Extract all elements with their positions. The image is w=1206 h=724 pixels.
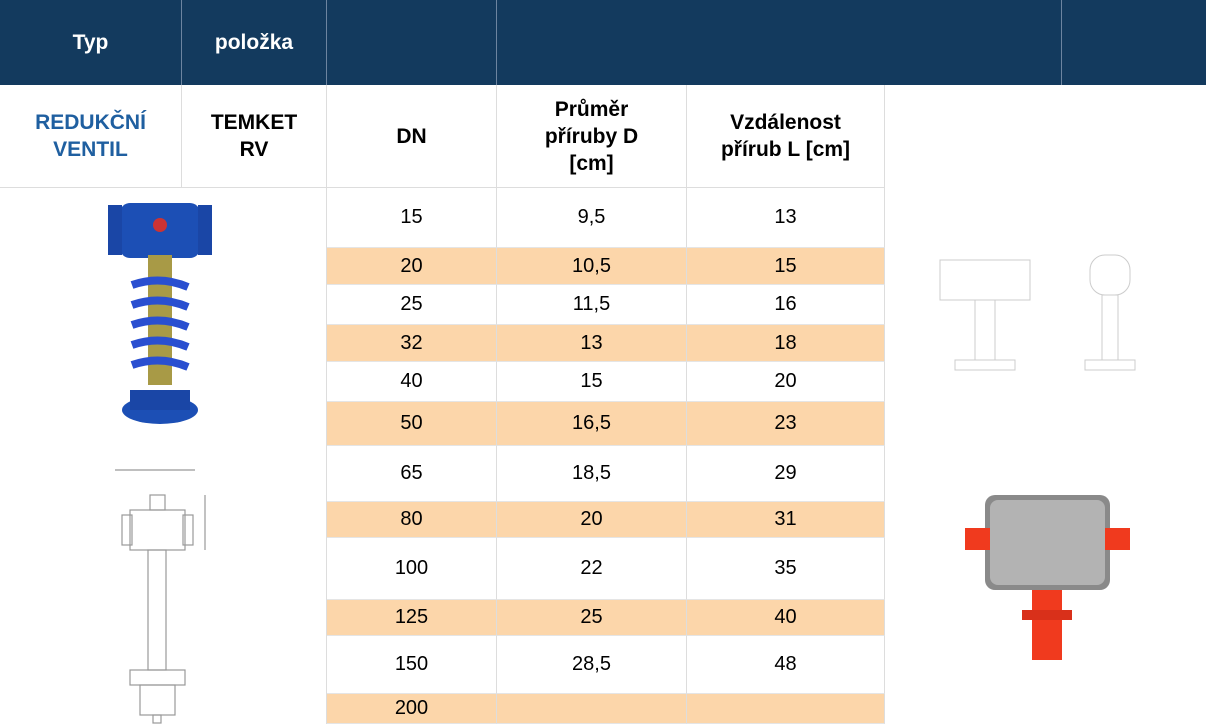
cell-text: 150 [395, 653, 428, 676]
cell-text: 29 [774, 462, 796, 485]
table-cell [687, 694, 885, 724]
table-cell: 65 [327, 446, 497, 502]
table-cell: 48 [687, 636, 885, 694]
cell-text: 25 [580, 606, 602, 629]
cell-text: 20 [774, 370, 796, 393]
header-cell [1062, 0, 1206, 85]
product-item: TEMKET RV [182, 85, 327, 188]
table-cell: 25 [327, 285, 497, 325]
header-cell [497, 0, 1062, 85]
table-cell: 13 [687, 188, 885, 248]
table-cell: 18,5 [497, 446, 687, 502]
table-cell: 150 [327, 636, 497, 694]
table-cell: 20 [497, 502, 687, 538]
table-cell: 25 [497, 600, 687, 636]
table-cell: 15 [687, 248, 885, 285]
table-cell: 10,5 [497, 248, 687, 285]
table-cell: 23 [687, 402, 885, 446]
cell-text: 65 [400, 462, 422, 485]
valve-photo [100, 195, 220, 445]
header-cell: položka [182, 0, 327, 85]
valve-drawing [100, 455, 220, 724]
table-cell: 35 [687, 538, 885, 600]
cell-text: 9,5 [578, 206, 606, 229]
cell-text: 13 [774, 206, 796, 229]
cell-text: 28,5 [572, 653, 611, 676]
table-cell: 13 [497, 325, 687, 362]
cell-text: 15 [774, 255, 796, 278]
table-cell: 15 [497, 362, 687, 402]
table-cell: 18 [687, 325, 885, 362]
product-item-text: TEMKET RV [202, 109, 306, 163]
table-cell: 125 [327, 600, 497, 636]
cell-text: 11,5 [573, 293, 610, 316]
table-cell: 40 [687, 600, 885, 636]
table-cell: 31 [687, 502, 885, 538]
cell-text: 100 [395, 557, 428, 580]
table-cell: 200 [327, 694, 497, 724]
header-cell: Typ [0, 0, 182, 85]
table-cell: 28,5 [497, 636, 687, 694]
cell-text: 48 [774, 653, 796, 676]
cell-text: 15 [580, 370, 602, 393]
cell-text: 22 [580, 557, 602, 580]
table-cell: 22 [497, 538, 687, 600]
table-cell: 20 [327, 248, 497, 285]
column-header: Vzdálenost přírub L [cm] [687, 85, 885, 188]
column-header: DN [327, 85, 497, 188]
cell-text: 18,5 [572, 462, 611, 485]
cell-text: 40 [774, 606, 796, 629]
header-cell [327, 0, 497, 85]
cell-text: 23 [774, 412, 796, 435]
table-cell: 16 [687, 285, 885, 325]
table-cell: 40 [327, 362, 497, 402]
cell-text: 13 [580, 332, 602, 355]
cell-text: 25 [400, 293, 422, 316]
table-cell: 29 [687, 446, 885, 502]
table-cell: 16,5 [497, 402, 687, 446]
column-header: Průměr příruby D [cm] [497, 85, 687, 188]
cell-text: 10,5 [572, 255, 611, 278]
table-cell: 20 [687, 362, 885, 402]
divider [326, 188, 327, 724]
cell-text: 50 [400, 412, 422, 435]
table-cell: 50 [327, 402, 497, 446]
valve-icon [960, 490, 1135, 670]
column-header-text: Průměr příruby D [cm] [527, 96, 656, 177]
cell-text: 20 [400, 255, 422, 278]
cell-text: 16,5 [572, 412, 611, 435]
table-cell: 11,5 [497, 285, 687, 325]
table-cell: 100 [327, 538, 497, 600]
cell-text: 18 [774, 332, 796, 355]
cell-text: 20 [580, 508, 602, 531]
column-header-text: DN [396, 123, 426, 150]
header-text: položka [215, 31, 293, 55]
cell-text: 31 [774, 508, 796, 531]
table-cell [497, 694, 687, 724]
product-type-text: REDUKČNÍ VENTIL [18, 109, 163, 163]
table-cell: 32 [327, 325, 497, 362]
table-cell: 80 [327, 502, 497, 538]
cell-text: 80 [400, 508, 422, 531]
cell-text: 16 [774, 293, 796, 316]
cell-text: 125 [395, 606, 428, 629]
cell-text: 40 [400, 370, 422, 393]
page: Typ položka REDUKČNÍ VENTIL TEMKET RV DN… [0, 0, 1206, 724]
column-header-text: Vzdálenost přírub L [cm] [701, 109, 870, 163]
product-type: REDUKČNÍ VENTIL [0, 85, 182, 188]
header-text: Typ [73, 31, 109, 55]
cell-text: 200 [395, 697, 428, 720]
dimension-drawings [920, 240, 1190, 385]
table-cell: 9,5 [497, 188, 687, 248]
cell-text: 35 [774, 557, 796, 580]
cell-text: 15 [400, 206, 422, 229]
table-cell: 15 [327, 188, 497, 248]
cell-text: 32 [400, 332, 422, 355]
